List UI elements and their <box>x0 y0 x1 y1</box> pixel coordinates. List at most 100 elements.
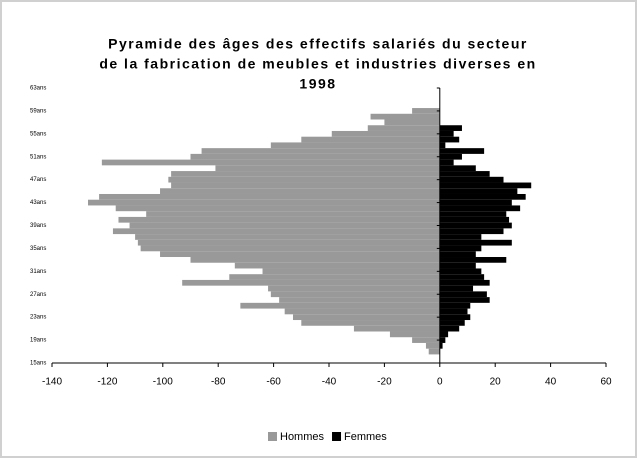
x-tick-label: -120 <box>97 377 117 388</box>
chart-title: Pyramide des âges des effectifs salariés… <box>108 36 528 52</box>
chart-title: de la fabrication de meubles et industri… <box>99 56 536 72</box>
x-tick-label: -100 <box>153 377 173 388</box>
bar <box>439 222 512 229</box>
y-tick-label: 35ans <box>30 246 46 252</box>
bar <box>88 199 440 206</box>
y-tick-label: 51ans <box>30 154 46 160</box>
bar <box>439 302 471 309</box>
bar <box>160 251 440 258</box>
bar <box>182 279 440 286</box>
bar <box>439 337 446 343</box>
bar <box>331 130 440 137</box>
bar <box>301 136 440 143</box>
bar <box>439 193 526 200</box>
y-tick-label: 55ans <box>30 131 46 137</box>
x-tick-label: -140 <box>42 377 62 388</box>
y-tick-label: 19ans <box>30 338 46 344</box>
bar <box>160 188 440 194</box>
bar <box>240 302 440 309</box>
x-tick-label: -80 <box>211 377 226 388</box>
x-tick-label: 0 <box>437 377 443 388</box>
bar <box>270 291 440 298</box>
bar <box>439 228 504 235</box>
y-tick-label: 59ans <box>30 108 46 114</box>
chart-title: 1998 <box>299 76 336 92</box>
bar <box>439 314 471 321</box>
x-tick-label: -40 <box>322 377 337 388</box>
bar <box>439 153 462 160</box>
y-tick-label: 47ans <box>30 177 46 183</box>
bar <box>201 148 440 154</box>
bar <box>279 297 440 303</box>
bar <box>439 199 512 206</box>
bar <box>439 320 465 326</box>
bar <box>439 125 462 131</box>
bar <box>129 222 440 229</box>
bar <box>115 205 440 212</box>
bar <box>439 159 454 166</box>
bar <box>137 239 440 246</box>
bar <box>112 228 440 235</box>
legend-swatch <box>268 432 277 441</box>
bar <box>234 262 440 269</box>
bar <box>262 268 440 275</box>
bar <box>439 182 532 189</box>
bar <box>439 188 518 194</box>
y-tick-label: 27ans <box>30 292 46 298</box>
bar <box>268 285 440 292</box>
bar <box>353 325 440 332</box>
bar <box>384 119 440 126</box>
bar <box>439 216 510 223</box>
bar <box>301 320 440 326</box>
bar <box>118 216 440 223</box>
bar <box>439 268 482 275</box>
bar <box>439 331 449 338</box>
bar <box>171 171 440 177</box>
bar <box>439 274 485 280</box>
bar <box>439 342 443 349</box>
bar <box>439 291 487 298</box>
bar <box>439 325 460 332</box>
bar <box>370 113 440 120</box>
bar <box>439 279 490 286</box>
bar <box>101 159 440 166</box>
bar <box>439 176 504 183</box>
bar <box>428 348 440 355</box>
bar <box>439 251 476 258</box>
bar <box>439 136 460 143</box>
bar <box>168 176 440 183</box>
bar <box>146 211 440 217</box>
x-tick-label: -60 <box>266 377 281 388</box>
bar <box>439 165 476 172</box>
bar <box>425 342 440 349</box>
bar <box>439 308 468 315</box>
x-tick-label: 60 <box>600 377 612 388</box>
legend-label: Hommes <box>280 431 325 443</box>
bar <box>439 211 507 217</box>
legend-label: Femmes <box>344 431 387 443</box>
y-tick-label: 39ans <box>30 223 46 229</box>
bar <box>412 337 440 343</box>
bar <box>439 234 482 240</box>
bar <box>140 245 440 252</box>
bar <box>270 142 440 149</box>
x-tick-label: 40 <box>545 377 557 388</box>
bar <box>439 130 454 137</box>
y-tick-label: 63ans <box>30 86 46 92</box>
x-tick-label: -20 <box>377 377 392 388</box>
bar <box>439 142 446 149</box>
bar <box>135 234 440 240</box>
bar <box>412 108 440 114</box>
bar <box>439 171 490 177</box>
bar <box>439 148 485 154</box>
bar <box>284 308 440 315</box>
bar <box>229 274 440 280</box>
bar <box>190 257 440 263</box>
bar <box>292 314 440 321</box>
bar <box>439 285 474 292</box>
x-tick-label: 20 <box>490 377 502 388</box>
bar <box>190 153 440 160</box>
y-tick-label: 15ans <box>30 361 46 367</box>
bar <box>439 239 512 246</box>
